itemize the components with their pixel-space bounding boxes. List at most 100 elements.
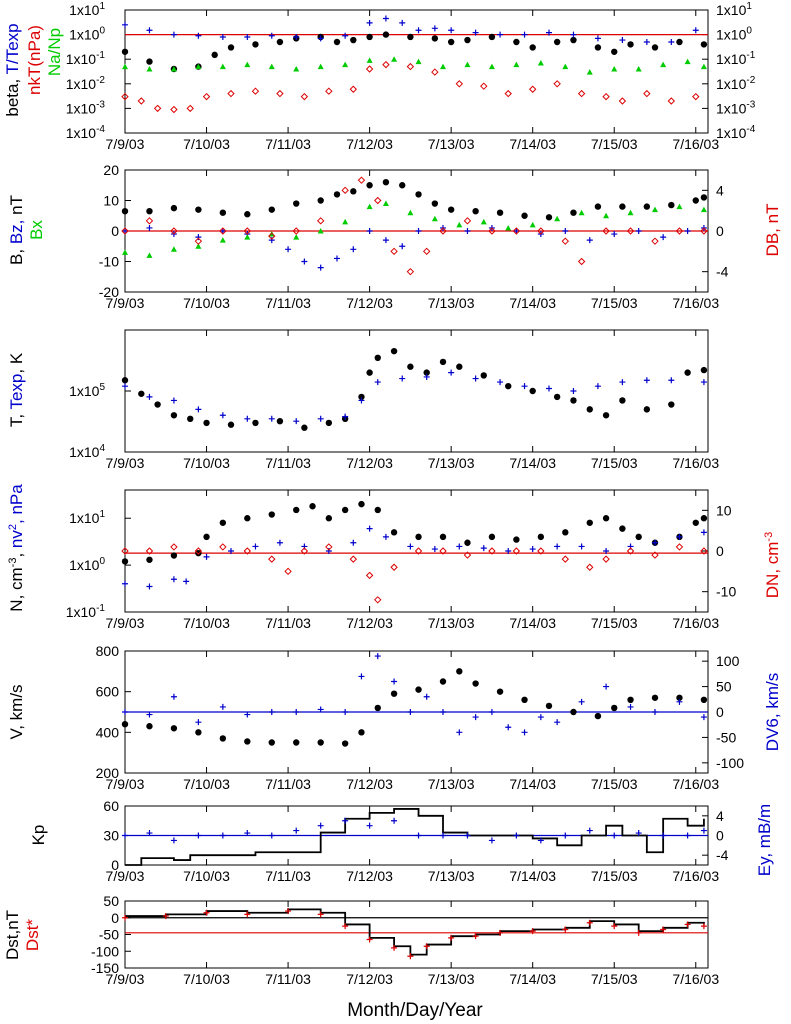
data-point bbox=[243, 227, 252, 235]
data-point bbox=[365, 571, 374, 580]
data-point bbox=[244, 911, 251, 918]
data-point bbox=[684, 369, 691, 376]
data-point bbox=[431, 25, 438, 32]
p6-label-left: Kp bbox=[29, 825, 48, 846]
data-point bbox=[675, 227, 684, 235]
data-point bbox=[537, 714, 544, 721]
data-point bbox=[146, 711, 153, 718]
data-point bbox=[268, 232, 276, 240]
y-tick-label: -20 bbox=[99, 284, 119, 300]
data-point bbox=[390, 347, 398, 355]
data-point bbox=[660, 234, 667, 241]
data-point bbox=[170, 31, 177, 38]
data-point bbox=[692, 92, 700, 101]
data-point bbox=[341, 506, 349, 514]
x-tick-label: 7/12/03 bbox=[346, 868, 393, 884]
data-point bbox=[619, 379, 626, 386]
data-point bbox=[570, 708, 577, 716]
p4-panel: 7/9/03 7/10/03 7/11/03 7/12/03 7/13/03 7/14/0… bbox=[66, 489, 736, 631]
data-point bbox=[382, 237, 389, 244]
data-point bbox=[456, 363, 463, 370]
data-point bbox=[415, 58, 422, 65]
y-tick-label-right: -4 bbox=[716, 847, 729, 863]
data-point bbox=[619, 397, 626, 404]
data-point bbox=[407, 953, 414, 960]
data-point bbox=[170, 412, 178, 419]
data-point bbox=[676, 38, 683, 46]
data-point bbox=[194, 547, 203, 555]
data-point bbox=[374, 704, 381, 712]
data-point bbox=[676, 203, 683, 210]
data-point bbox=[211, 51, 218, 59]
data-point bbox=[342, 923, 349, 930]
x-tick-label: 7/10/03 bbox=[183, 868, 230, 884]
data-point bbox=[603, 683, 610, 690]
data-point bbox=[439, 678, 447, 685]
data-point bbox=[170, 725, 178, 732]
x-tick-label: 7/16/03 bbox=[672, 615, 719, 631]
p3-series-1 bbox=[122, 369, 707, 425]
data-point bbox=[586, 919, 593, 926]
data-point bbox=[586, 827, 593, 834]
data-point bbox=[121, 547, 129, 555]
data-point bbox=[512, 547, 521, 555]
data-point bbox=[366, 228, 373, 234]
p1-label-nkt: nkT(nPa) bbox=[25, 25, 44, 95]
data-point bbox=[660, 926, 667, 933]
data-point bbox=[700, 547, 708, 555]
data-point bbox=[594, 383, 601, 390]
data-point bbox=[285, 246, 292, 253]
data-point bbox=[219, 543, 227, 551]
data-point bbox=[146, 58, 153, 65]
data-point bbox=[415, 27, 422, 34]
data-point bbox=[358, 729, 365, 736]
data-point bbox=[407, 709, 414, 715]
y-tick-label: 1x100 bbox=[69, 556, 105, 573]
data-point bbox=[121, 207, 129, 215]
data-point bbox=[464, 61, 471, 68]
data-point bbox=[439, 358, 447, 366]
data-point bbox=[554, 719, 561, 726]
x-tick-label: 7/15/03 bbox=[591, 455, 638, 471]
y-tick-label: -10 bbox=[99, 254, 119, 270]
data-point bbox=[545, 702, 553, 710]
data-point bbox=[268, 555, 276, 563]
data-point bbox=[202, 92, 211, 101]
data-point bbox=[439, 227, 447, 235]
data-point bbox=[643, 203, 651, 210]
p6-panel: 7/9/03 7/10/03 7/11/03 7/12/03 7/13/03 7/14/0… bbox=[103, 798, 728, 884]
data-point bbox=[643, 89, 651, 98]
x-tick-label: 7/16/03 bbox=[672, 295, 719, 311]
y-tick-label-right: 1x100 bbox=[716, 26, 752, 43]
data-point bbox=[170, 65, 177, 72]
data-point bbox=[553, 80, 561, 88]
x-tick-label: 7/11/03 bbox=[265, 136, 311, 152]
data-point bbox=[537, 547, 545, 555]
data-point bbox=[187, 415, 194, 423]
x-tick-label: 7/15/03 bbox=[591, 776, 638, 792]
y-tick-label: 1x10-2 bbox=[66, 75, 106, 92]
data-point bbox=[586, 69, 593, 75]
x-tick-label: 7/9/03 bbox=[106, 295, 145, 311]
data-point bbox=[276, 539, 283, 546]
data-point bbox=[448, 27, 455, 34]
x-tick-label: 7/10/03 bbox=[183, 776, 230, 792]
data-point bbox=[611, 923, 618, 930]
x-tick-label: 7/15/03 bbox=[591, 295, 638, 311]
p5-label-right: DV6, km/s bbox=[763, 673, 782, 751]
data-point bbox=[611, 65, 618, 72]
p5-panel: 7/9/03 7/10/03 7/11/03 7/12/03 7/13/03 7/14/0… bbox=[96, 643, 745, 792]
p4-series-1 bbox=[122, 525, 707, 590]
data-point bbox=[497, 379, 504, 386]
data-point bbox=[284, 567, 292, 576]
data-point bbox=[301, 424, 308, 431]
data-point bbox=[561, 237, 570, 245]
data-point bbox=[244, 738, 251, 745]
x-tick-label: 7/10/03 bbox=[183, 136, 230, 152]
y-tick-label: -150 bbox=[91, 960, 119, 976]
y-tick-label-right: -4 bbox=[716, 264, 729, 280]
data-point bbox=[195, 32, 202, 39]
data-point bbox=[195, 406, 202, 413]
data-point bbox=[415, 832, 422, 839]
data-point bbox=[183, 578, 190, 585]
